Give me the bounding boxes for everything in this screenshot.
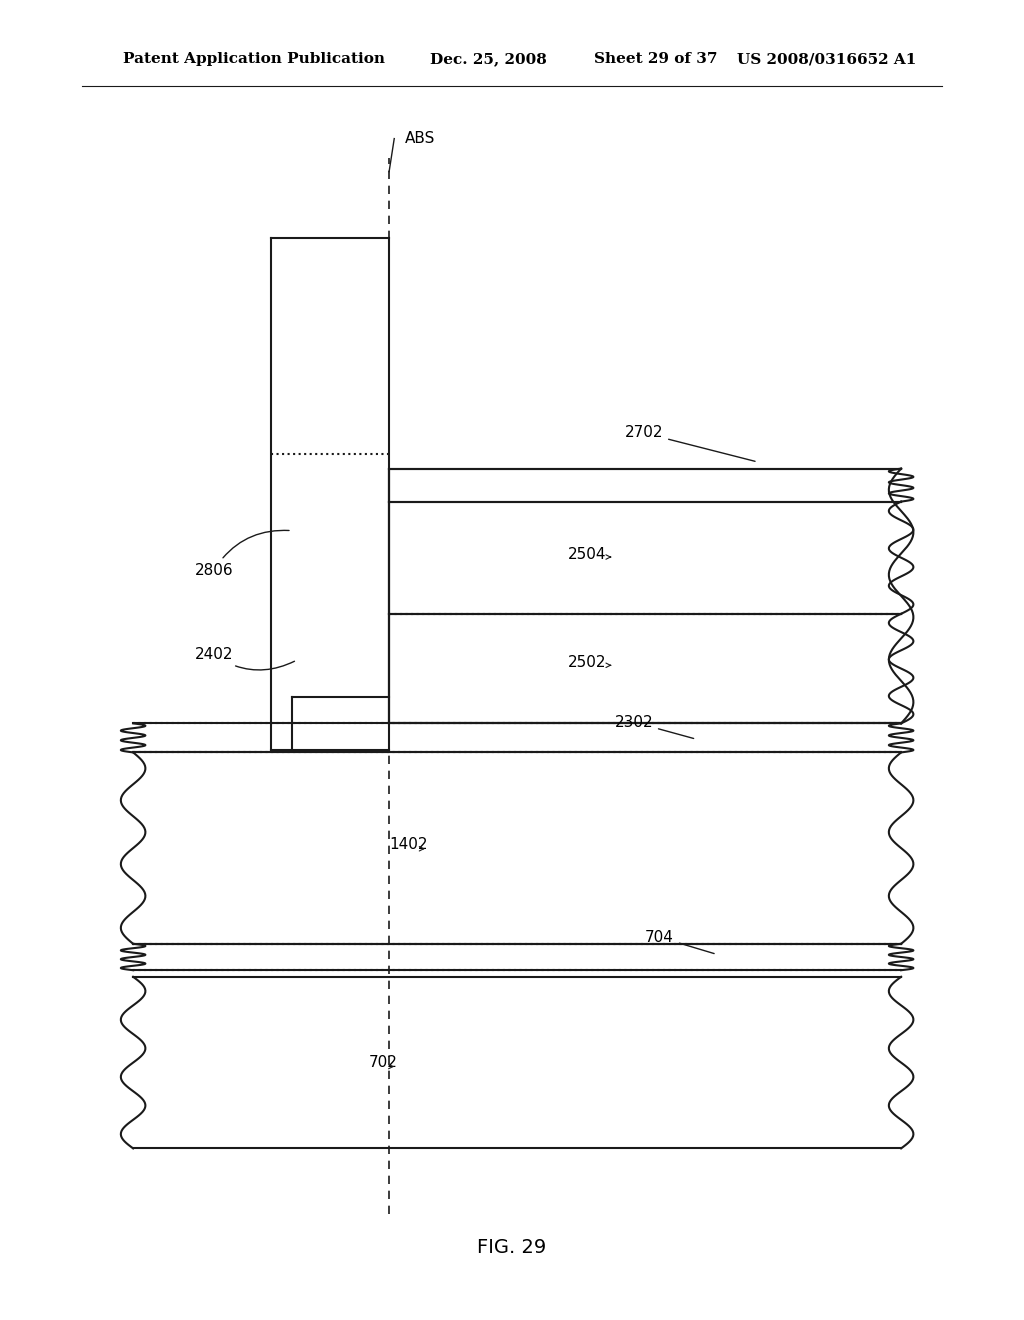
Text: 2806: 2806: [195, 531, 289, 578]
Text: 1402: 1402: [389, 837, 428, 853]
Text: 2402: 2402: [195, 647, 295, 671]
Text: 2504: 2504: [568, 546, 607, 562]
Text: Patent Application Publication: Patent Application Publication: [123, 53, 385, 66]
Text: 702: 702: [369, 1055, 397, 1071]
Text: FIG. 29: FIG. 29: [477, 1238, 547, 1257]
Text: US 2008/0316652 A1: US 2008/0316652 A1: [737, 53, 916, 66]
Text: 2502: 2502: [568, 655, 607, 671]
Text: Dec. 25, 2008: Dec. 25, 2008: [430, 53, 547, 66]
Text: ABS: ABS: [404, 131, 435, 147]
Text: 2302: 2302: [614, 714, 693, 738]
Text: Sheet 29 of 37: Sheet 29 of 37: [594, 53, 718, 66]
Text: 2702: 2702: [625, 425, 755, 461]
Text: 704: 704: [645, 929, 714, 953]
